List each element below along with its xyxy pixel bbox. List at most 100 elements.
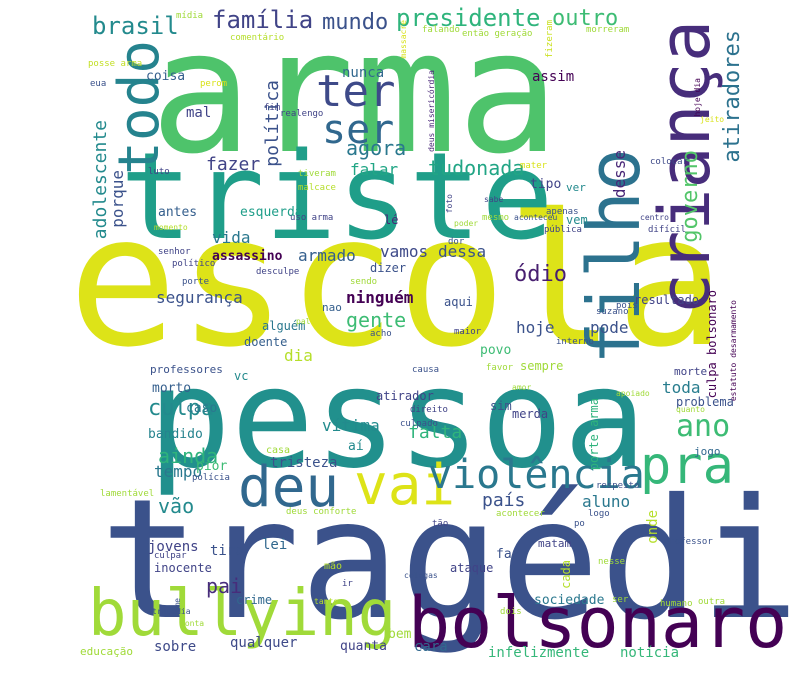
cloud-word: po — [574, 519, 585, 529]
cloud-word: jovens — [148, 539, 199, 555]
cloud-word: nesse — [598, 557, 626, 567]
cloud-word: sabe — [484, 195, 504, 204]
cloud-word: porte arma — [587, 398, 601, 471]
cloud-word: sendo — [350, 277, 378, 287]
cloud-word: pai — [206, 574, 243, 598]
cloud-word: dia — [284, 346, 313, 365]
cloud-word: colegas — [404, 571, 438, 580]
cloud-word: vamos — [380, 242, 429, 261]
cloud-word: sobre — [154, 639, 197, 655]
cloud-word: merda — [512, 407, 549, 421]
cloud-word: lé — [384, 213, 399, 227]
cloud-word: deus misericórdia — [427, 70, 436, 152]
cloud-word: hoje dia — [693, 78, 702, 117]
cloud-word: tiro — [210, 543, 244, 559]
cloud-word: vai — [354, 453, 456, 518]
cloud-word: triste — [120, 128, 554, 267]
cloud-word: dizer — [370, 261, 407, 275]
cloud-word: senhor — [158, 247, 191, 257]
cloud-word: ter — [316, 66, 396, 117]
cloud-word: segurança — [156, 288, 243, 307]
cloud-word: centro — [640, 213, 669, 222]
cloud-word: respeito — [596, 481, 640, 491]
cloud-word: presidente — [396, 4, 541, 32]
cloud-word: culpa — [148, 396, 215, 421]
cloud-word: lamentável — [100, 489, 155, 499]
cloud-word: sim — [490, 399, 512, 413]
cloud-word: mídia — [176, 11, 204, 21]
cloud-word: ódio — [514, 262, 567, 287]
cloud-word: toda — [662, 378, 701, 397]
cloud-word: momento — [154, 223, 188, 232]
cloud-word: político — [172, 259, 216, 269]
cloud-word: uso arma — [290, 213, 334, 223]
cloud-word: tiveram — [298, 169, 336, 179]
cloud-word: mesmo — [482, 213, 510, 223]
cloud-word: porque — [108, 170, 127, 228]
cloud-word: malcace — [298, 183, 336, 193]
cloud-word: realengo — [280, 109, 324, 119]
cloud-word: tão — [432, 519, 449, 529]
cloud-word: ser — [322, 107, 395, 153]
cloud-word: apenas — [546, 207, 579, 217]
cloud-word: agora — [346, 136, 407, 160]
cloud-word: poder — [454, 219, 479, 228]
cloud-word: assim — [532, 69, 575, 85]
cloud-word: pode — [590, 318, 629, 337]
cloud-word: política — [262, 80, 283, 167]
cloud-word: problema — [676, 395, 734, 409]
cloud-word: vida — [212, 228, 251, 247]
cloud-word: ser — [612, 595, 629, 605]
cloud-word: falta — [408, 422, 463, 443]
cloud-word: outra — [698, 597, 726, 607]
cloud-word: tristeza — [270, 455, 338, 471]
cloud-word: colocar — [650, 157, 688, 167]
cloud-word: dessa — [438, 242, 487, 261]
cloud-word: maior — [454, 327, 482, 337]
cloud-word: coisa — [146, 69, 186, 84]
cloud-word: pior — [196, 459, 228, 474]
cloud-word: então geração — [462, 29, 533, 39]
cloud-word: resultado — [634, 293, 700, 307]
cloud-word: pessoa — [148, 338, 647, 499]
cloud-word: morreram — [586, 25, 630, 35]
cloud-word: favor — [486, 363, 514, 373]
cloud-word: educação — [80, 645, 133, 658]
cloud-word: dois — [500, 607, 522, 617]
cloud-word: humano — [660, 599, 693, 609]
cloud-word: dor — [448, 237, 465, 247]
cloud-word: aí — [348, 439, 364, 454]
cloud-word: violência — [428, 452, 645, 498]
cloud-word: conta — [180, 619, 205, 628]
cloud-word: notícia — [620, 645, 680, 661]
cloud-word: professor — [664, 537, 713, 547]
cloud-word: desse — [610, 150, 629, 199]
cloud-word: vc — [234, 369, 249, 383]
cloud-word: fazer — [206, 154, 261, 175]
cloud-word: matam — [538, 537, 572, 550]
cloud-word: doente — [244, 335, 288, 349]
cloud-word: causa — [412, 365, 440, 375]
cloud-word: apoiado — [616, 389, 650, 398]
cloud-word: sociedade — [534, 593, 605, 608]
cloud-word: tudonada — [428, 156, 525, 180]
cloud-word: atirador — [376, 389, 434, 403]
cloud-word: nunca — [342, 65, 385, 81]
cloud-word: brasil — [92, 12, 179, 40]
cloud-word: culpar — [154, 551, 187, 561]
cloud-word: pública — [544, 225, 582, 235]
cloud-word: porte — [182, 277, 210, 287]
cloud-word: outro — [552, 6, 619, 31]
cloud-word: faz — [496, 547, 520, 562]
cloud-word: deu — [238, 455, 340, 520]
cloud-word: pal — [296, 317, 311, 326]
cloud-word: foto — [445, 194, 454, 214]
cloud-word: inocente — [154, 561, 212, 575]
cloud-word: falando — [422, 25, 460, 35]
cloud-word: tragédia — [100, 464, 800, 657]
cloud-word: bandido — [148, 427, 203, 442]
cloud-word: quanto — [676, 405, 705, 414]
cloud-word: ver — [566, 181, 586, 194]
cloud-word: interno — [556, 337, 594, 347]
